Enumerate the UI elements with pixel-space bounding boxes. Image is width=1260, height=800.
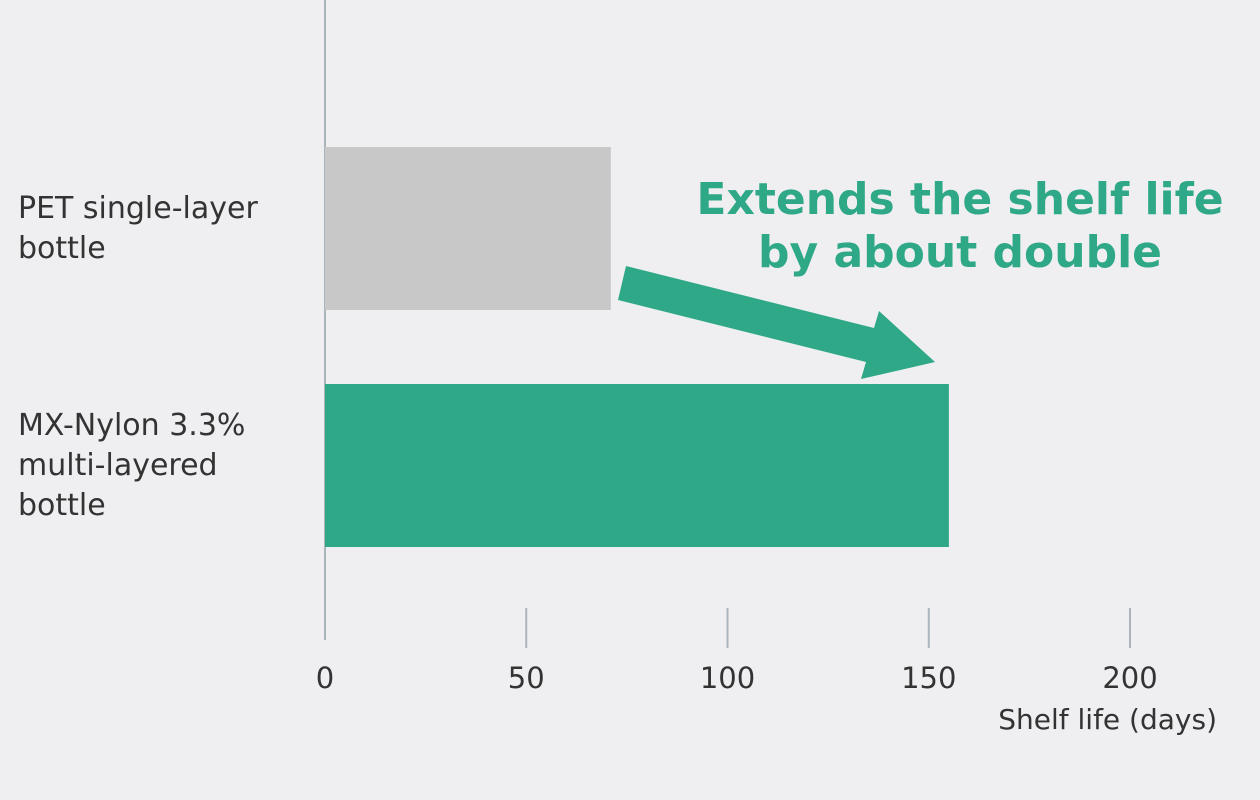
y-tick-label: MX-Nylon 3.3% multi-layered bottle — [18, 407, 246, 523]
x-tick-label: 100 — [700, 661, 755, 695]
x-tick-label: 150 — [901, 661, 956, 695]
bar — [325, 147, 611, 310]
y-tick-label: PET single-layer bottle — [18, 190, 258, 266]
x-tick-label: 50 — [508, 661, 545, 695]
annotation: Extends the shelf life by about double — [696, 174, 1224, 278]
bar — [325, 384, 949, 547]
x-tick-label: 0 — [316, 661, 334, 695]
arrow — [618, 266, 935, 379]
x-tick-label: 200 — [1102, 661, 1157, 695]
x-axis-label: Shelf life (days) — [998, 703, 1217, 736]
